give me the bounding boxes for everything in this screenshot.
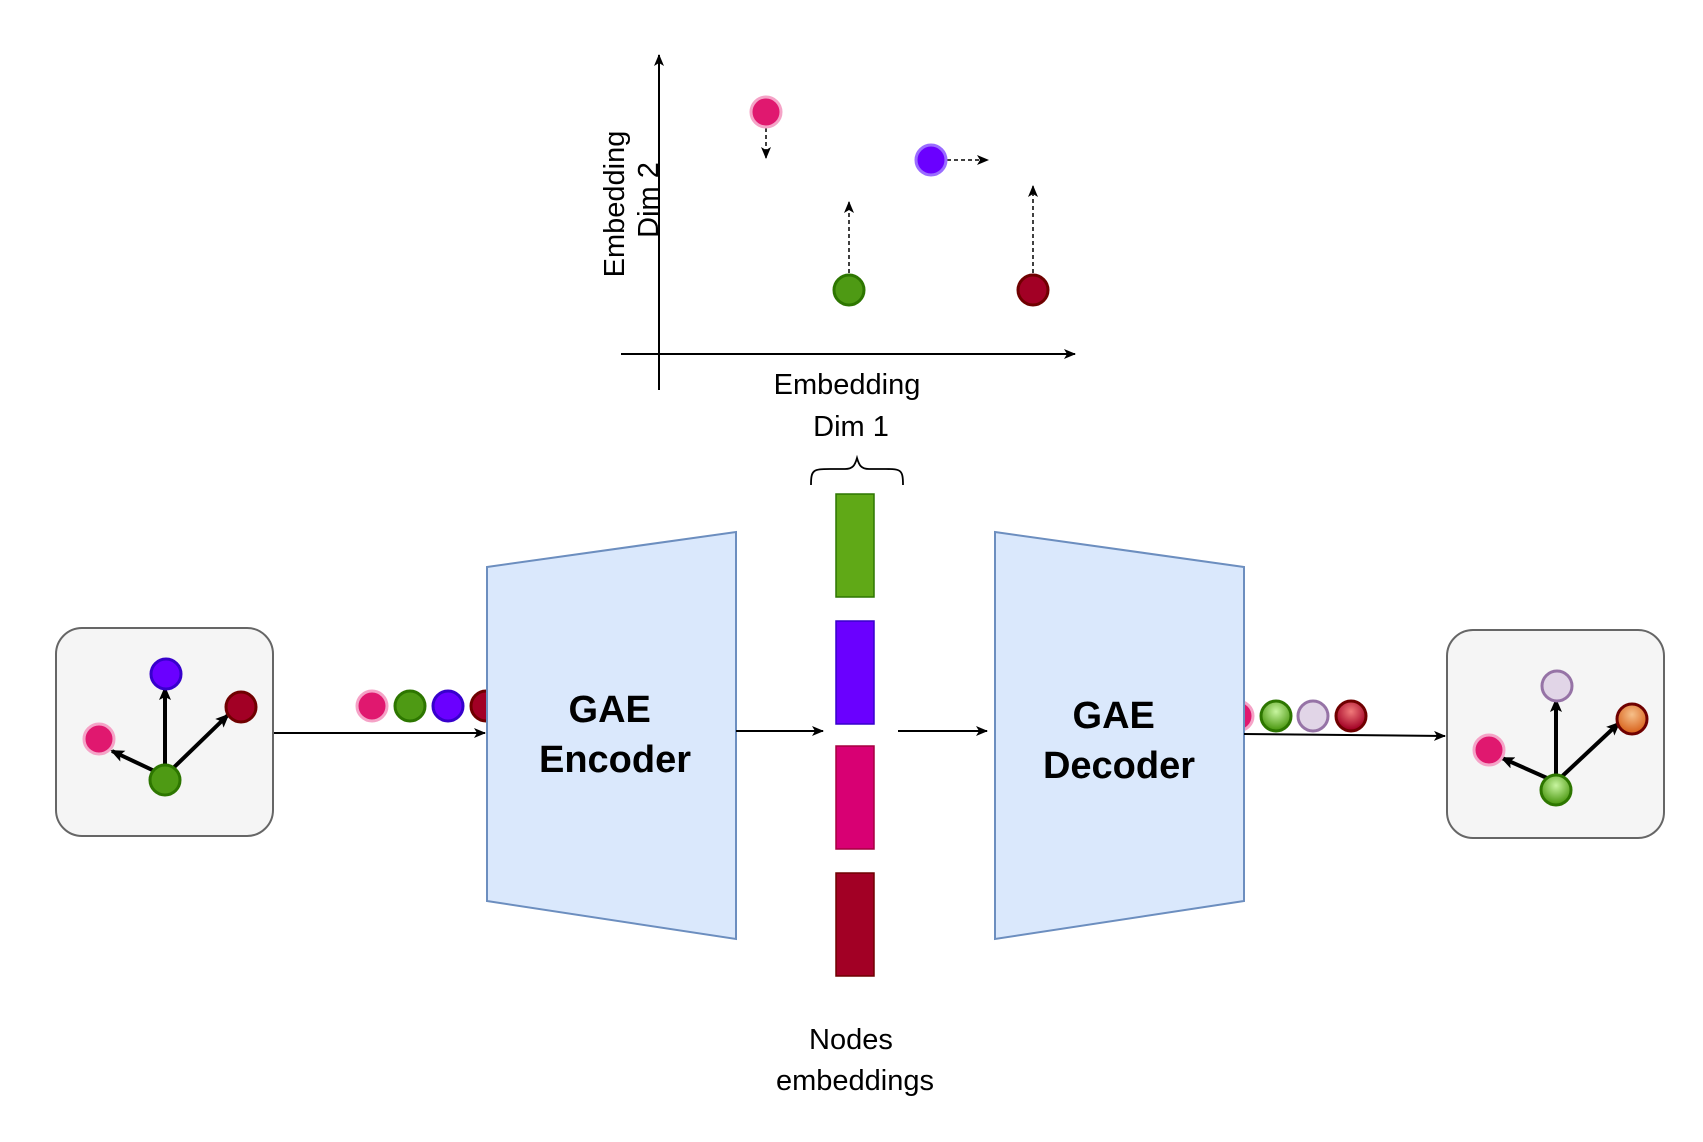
input-graph-box: [55, 627, 274, 837]
input-graph-node-pink: [82, 722, 116, 756]
output-graph-box: [1446, 629, 1665, 839]
decoder-label: GAE Decoder: [1043, 695, 1195, 787]
input-graph-edge-darkred: [163, 713, 230, 778]
gae-decoder-block: GAE Decoder: [994, 530, 1245, 941]
embedding-block-pink: [835, 745, 875, 850]
input-graph-node-blue: [149, 657, 183, 691]
output-sequence-node-darkred: [1334, 699, 1368, 733]
gae-encoder-block: GAE Encoder: [486, 530, 737, 941]
output-graph-node-pink: [1472, 733, 1506, 767]
input-node-sequence: [355, 689, 503, 723]
output-graph-node-orange: [1615, 702, 1649, 736]
output-sequence-node-green: [1259, 699, 1293, 733]
input-graph-node-green: [148, 763, 182, 797]
y-axis-label: Embedding Dim 2: [599, 123, 665, 278]
encoder-label: GAE Encoder: [539, 689, 691, 781]
embedding-block-darkred: [835, 872, 875, 977]
pink-node-point: [749, 95, 783, 129]
blue-node-point: [914, 143, 948, 177]
x-axis-label: Embedding Dim 1: [774, 369, 929, 443]
input-sequence-node-blue: [431, 689, 465, 723]
input-sequence-node-green: [393, 689, 427, 723]
embedding-scatter-plot: Embedding Dim 2 Embedding Dim 1: [599, 54, 1076, 443]
darkred-node-point: [1016, 273, 1050, 307]
embedding-block-green: [835, 493, 875, 598]
input-sequence-node-pink: [355, 689, 389, 723]
decoder-to-output-arrow: [1243, 730, 1446, 741]
output-graph-edge-orange: [1554, 721, 1621, 784]
embedding-brace: [810, 454, 904, 486]
green-node-point: [832, 273, 866, 307]
output-graph-node-green: [1539, 773, 1573, 807]
output-sequence-node-lavender: [1296, 699, 1330, 733]
embedding-block-blue: [835, 620, 875, 725]
input-graph-node-darkred: [224, 690, 258, 724]
embeddings-caption: Nodes embeddings: [776, 1024, 934, 1097]
node-embedding-vector: [835, 493, 875, 977]
output-graph-node-lavender: [1540, 669, 1574, 703]
